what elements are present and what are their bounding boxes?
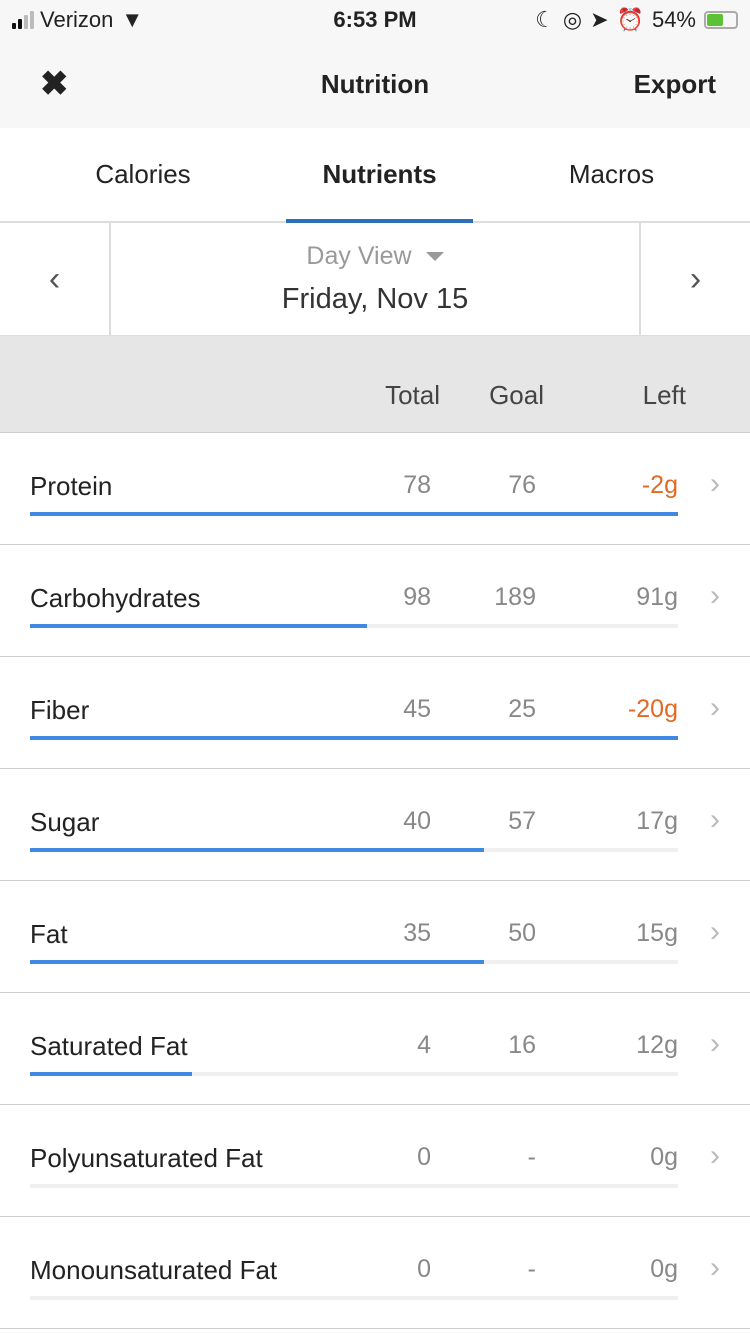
tab-calories[interactable]: Calories [95, 159, 191, 189]
view-selector[interactable]: Day View [306, 242, 444, 271]
nutrient-name: Polyunsaturated Fat [30, 1143, 263, 1173]
rotation-lock-icon: ◎ [562, 7, 583, 32]
progress-bar [30, 512, 678, 516]
chevron-right-icon: › [689, 259, 702, 298]
export-button[interactable]: Export [633, 68, 716, 99]
nutrient-left: -20g [627, 695, 678, 723]
nutrient-goal: 76 [508, 471, 536, 499]
nutrient-row[interactable]: Polyunsaturated Fat 0 - 0g › [0, 1105, 750, 1217]
nutrient-total: 4 [417, 1031, 431, 1059]
nutrient-goal: 25 [508, 695, 536, 723]
nutrient-goal: 189 [494, 583, 536, 611]
progress-fill [30, 848, 484, 852]
nutrient-row[interactable]: Fiber 45 25 -20g › [0, 657, 750, 769]
tab-nutrients[interactable]: Nutrients [286, 128, 473, 223]
progress-bar [30, 1184, 678, 1188]
chevron-right-icon: › [710, 803, 720, 836]
chevron-left-icon: ‹ [48, 259, 61, 298]
progress-fill [30, 624, 367, 628]
tab-bar: Calories Nutrients Macros [0, 128, 750, 223]
nutrient-row[interactable]: Fat 35 50 15g › [0, 881, 750, 993]
chevron-right-icon: › [710, 467, 720, 500]
nutrient-total: 35 [403, 919, 431, 947]
tab-macros[interactable]: Macros [568, 159, 655, 189]
nutrient-total: 45 [403, 695, 431, 723]
header-left: Left [642, 380, 686, 410]
nutrient-goal: - [527, 1255, 536, 1283]
progress-fill [30, 960, 484, 964]
nutrient-row[interactable]: Saturated Fat 4 16 12g › [0, 993, 750, 1105]
battery-icon [704, 11, 738, 29]
nutrient-list: Protein 78 76 -2g › Carbohydrates 98 189… [0, 433, 750, 1329]
progress-bar [30, 960, 678, 964]
close-icon[interactable]: ✖ [40, 65, 69, 103]
nutrient-goal: 16 [508, 1031, 536, 1059]
nutrient-total: 98 [403, 583, 431, 611]
nutrient-goal: - [527, 1143, 536, 1171]
status-bar: Verizon ▼ 6:53 PM ☾ ◎ ➤ ⏰ 54% [0, 0, 750, 40]
moon-icon: ☾ [535, 7, 555, 32]
nutrient-goal: 50 [508, 919, 536, 947]
nutrient-goal: 57 [508, 807, 536, 835]
nutrient-left: 91g [636, 583, 678, 611]
next-day-button[interactable]: › [639, 223, 750, 335]
chevron-right-icon: › [710, 1027, 720, 1060]
nutrient-total: 40 [403, 807, 431, 835]
progress-fill [30, 512, 678, 516]
previous-day-button[interactable]: ‹ [0, 223, 111, 335]
chevron-right-icon: › [710, 915, 720, 948]
nutrient-total: 0 [417, 1255, 431, 1283]
view-label: Day View [306, 242, 412, 270]
location-icon: ➤ [590, 7, 609, 32]
nutrient-name: Saturated Fat [30, 1031, 188, 1061]
nutrient-row[interactable]: Carbohydrates 98 189 91g › [0, 545, 750, 657]
nutrient-total: 78 [403, 471, 431, 499]
header-goal: Goal [489, 380, 544, 410]
nutrient-total: 0 [417, 1143, 431, 1171]
nutrient-left: 17g [636, 807, 678, 835]
caret-down-icon [425, 252, 444, 261]
progress-fill [30, 1072, 192, 1076]
nutrient-row[interactable]: Monounsaturated Fat 0 - 0g › [0, 1217, 750, 1329]
nutrient-left: 0g [650, 1255, 678, 1283]
header-total: Total [385, 380, 440, 410]
progress-bar [30, 736, 678, 740]
nutrient-name: Fiber [30, 695, 90, 725]
chevron-right-icon: › [710, 1139, 720, 1172]
nav-bar: ✖ Nutrition Export [0, 40, 750, 128]
progress-fill [30, 736, 678, 740]
nutrient-name: Protein [30, 471, 113, 501]
progress-bar [30, 848, 678, 852]
carrier: Verizon [40, 7, 114, 32]
nutrient-name: Fat [30, 919, 68, 949]
nutrient-row[interactable]: Sugar 40 57 17g › [0, 769, 750, 881]
chevron-right-icon: › [710, 691, 720, 724]
nutrient-left: 0g [650, 1143, 678, 1171]
progress-bar [30, 624, 678, 628]
nutrient-row[interactable]: Protein 78 76 -2g › [0, 433, 750, 545]
progress-bar [30, 1296, 678, 1300]
current-date: Friday, Nov 15 [281, 283, 469, 315]
nutrient-name: Monounsaturated Fat [30, 1255, 278, 1285]
date-navigator: ‹ Day View Friday, Nov 15 › [0, 223, 750, 336]
nutrient-name: Sugar [30, 807, 100, 837]
nutrient-left: 15g [636, 919, 678, 947]
chevron-right-icon: › [710, 1251, 720, 1284]
nutrient-name: Carbohydrates [30, 583, 201, 613]
progress-bar [30, 1072, 678, 1076]
alarm-icon: ⏰ [616, 7, 644, 32]
column-header: Total Goal Left [0, 336, 750, 433]
chevron-right-icon: › [710, 579, 720, 612]
signal-icon [12, 11, 34, 29]
battery-percent: 54% [651, 7, 696, 32]
nutrient-left: -2g [641, 471, 678, 499]
wifi-icon: ▼ [121, 7, 144, 32]
nutrient-left: 12g [636, 1031, 678, 1059]
